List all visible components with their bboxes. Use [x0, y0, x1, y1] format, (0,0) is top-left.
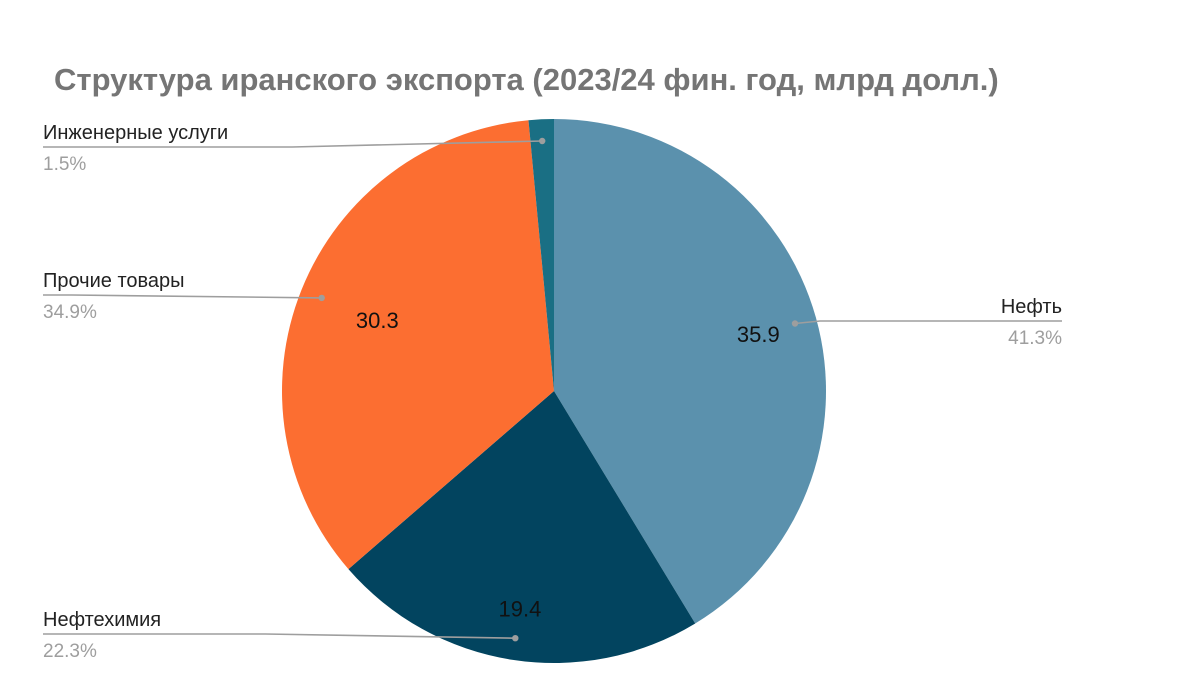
percent-label-1: 41.3%	[1008, 328, 1062, 349]
chart-title: Структура иранского экспорта (2023/24 фи…	[54, 62, 999, 97]
category-label-1: Нефть	[1001, 296, 1062, 318]
percent-label-2: 22.3%	[43, 641, 97, 662]
slice-4	[528, 119, 554, 391]
category-label-4: Инженерные услуги	[43, 122, 228, 144]
leader-dot-1	[791, 320, 799, 327]
leader-line-1	[794, 320, 1062, 325]
category-label-3: Прочие товары	[43, 270, 185, 292]
pie-annotations: 35.9 Нефть 41.3% 19.4 Нефтехимия 22.3% 30.3 Про…	[43, 122, 1062, 662]
leader-line-2	[43, 633, 516, 639]
leader-line-4	[43, 140, 543, 148]
slice-2	[348, 391, 696, 663]
leader-dot-2	[512, 635, 519, 642]
leader-dot-4	[539, 137, 546, 145]
value-label-2: 19.4	[498, 597, 541, 622]
pie-slices	[282, 119, 827, 663]
percent-label-3: 34.9%	[43, 302, 97, 323]
value-label-3: 30.3	[356, 308, 399, 333]
leader-dot-3	[318, 294, 325, 302]
category-label-2: Нефтехимия	[43, 609, 161, 631]
percent-label-4: 1.5%	[43, 154, 86, 175]
slice-3	[282, 120, 554, 570]
value-label-1: 35.9	[737, 322, 780, 347]
slice-1	[554, 119, 827, 624]
leader-line-3	[43, 294, 322, 299]
